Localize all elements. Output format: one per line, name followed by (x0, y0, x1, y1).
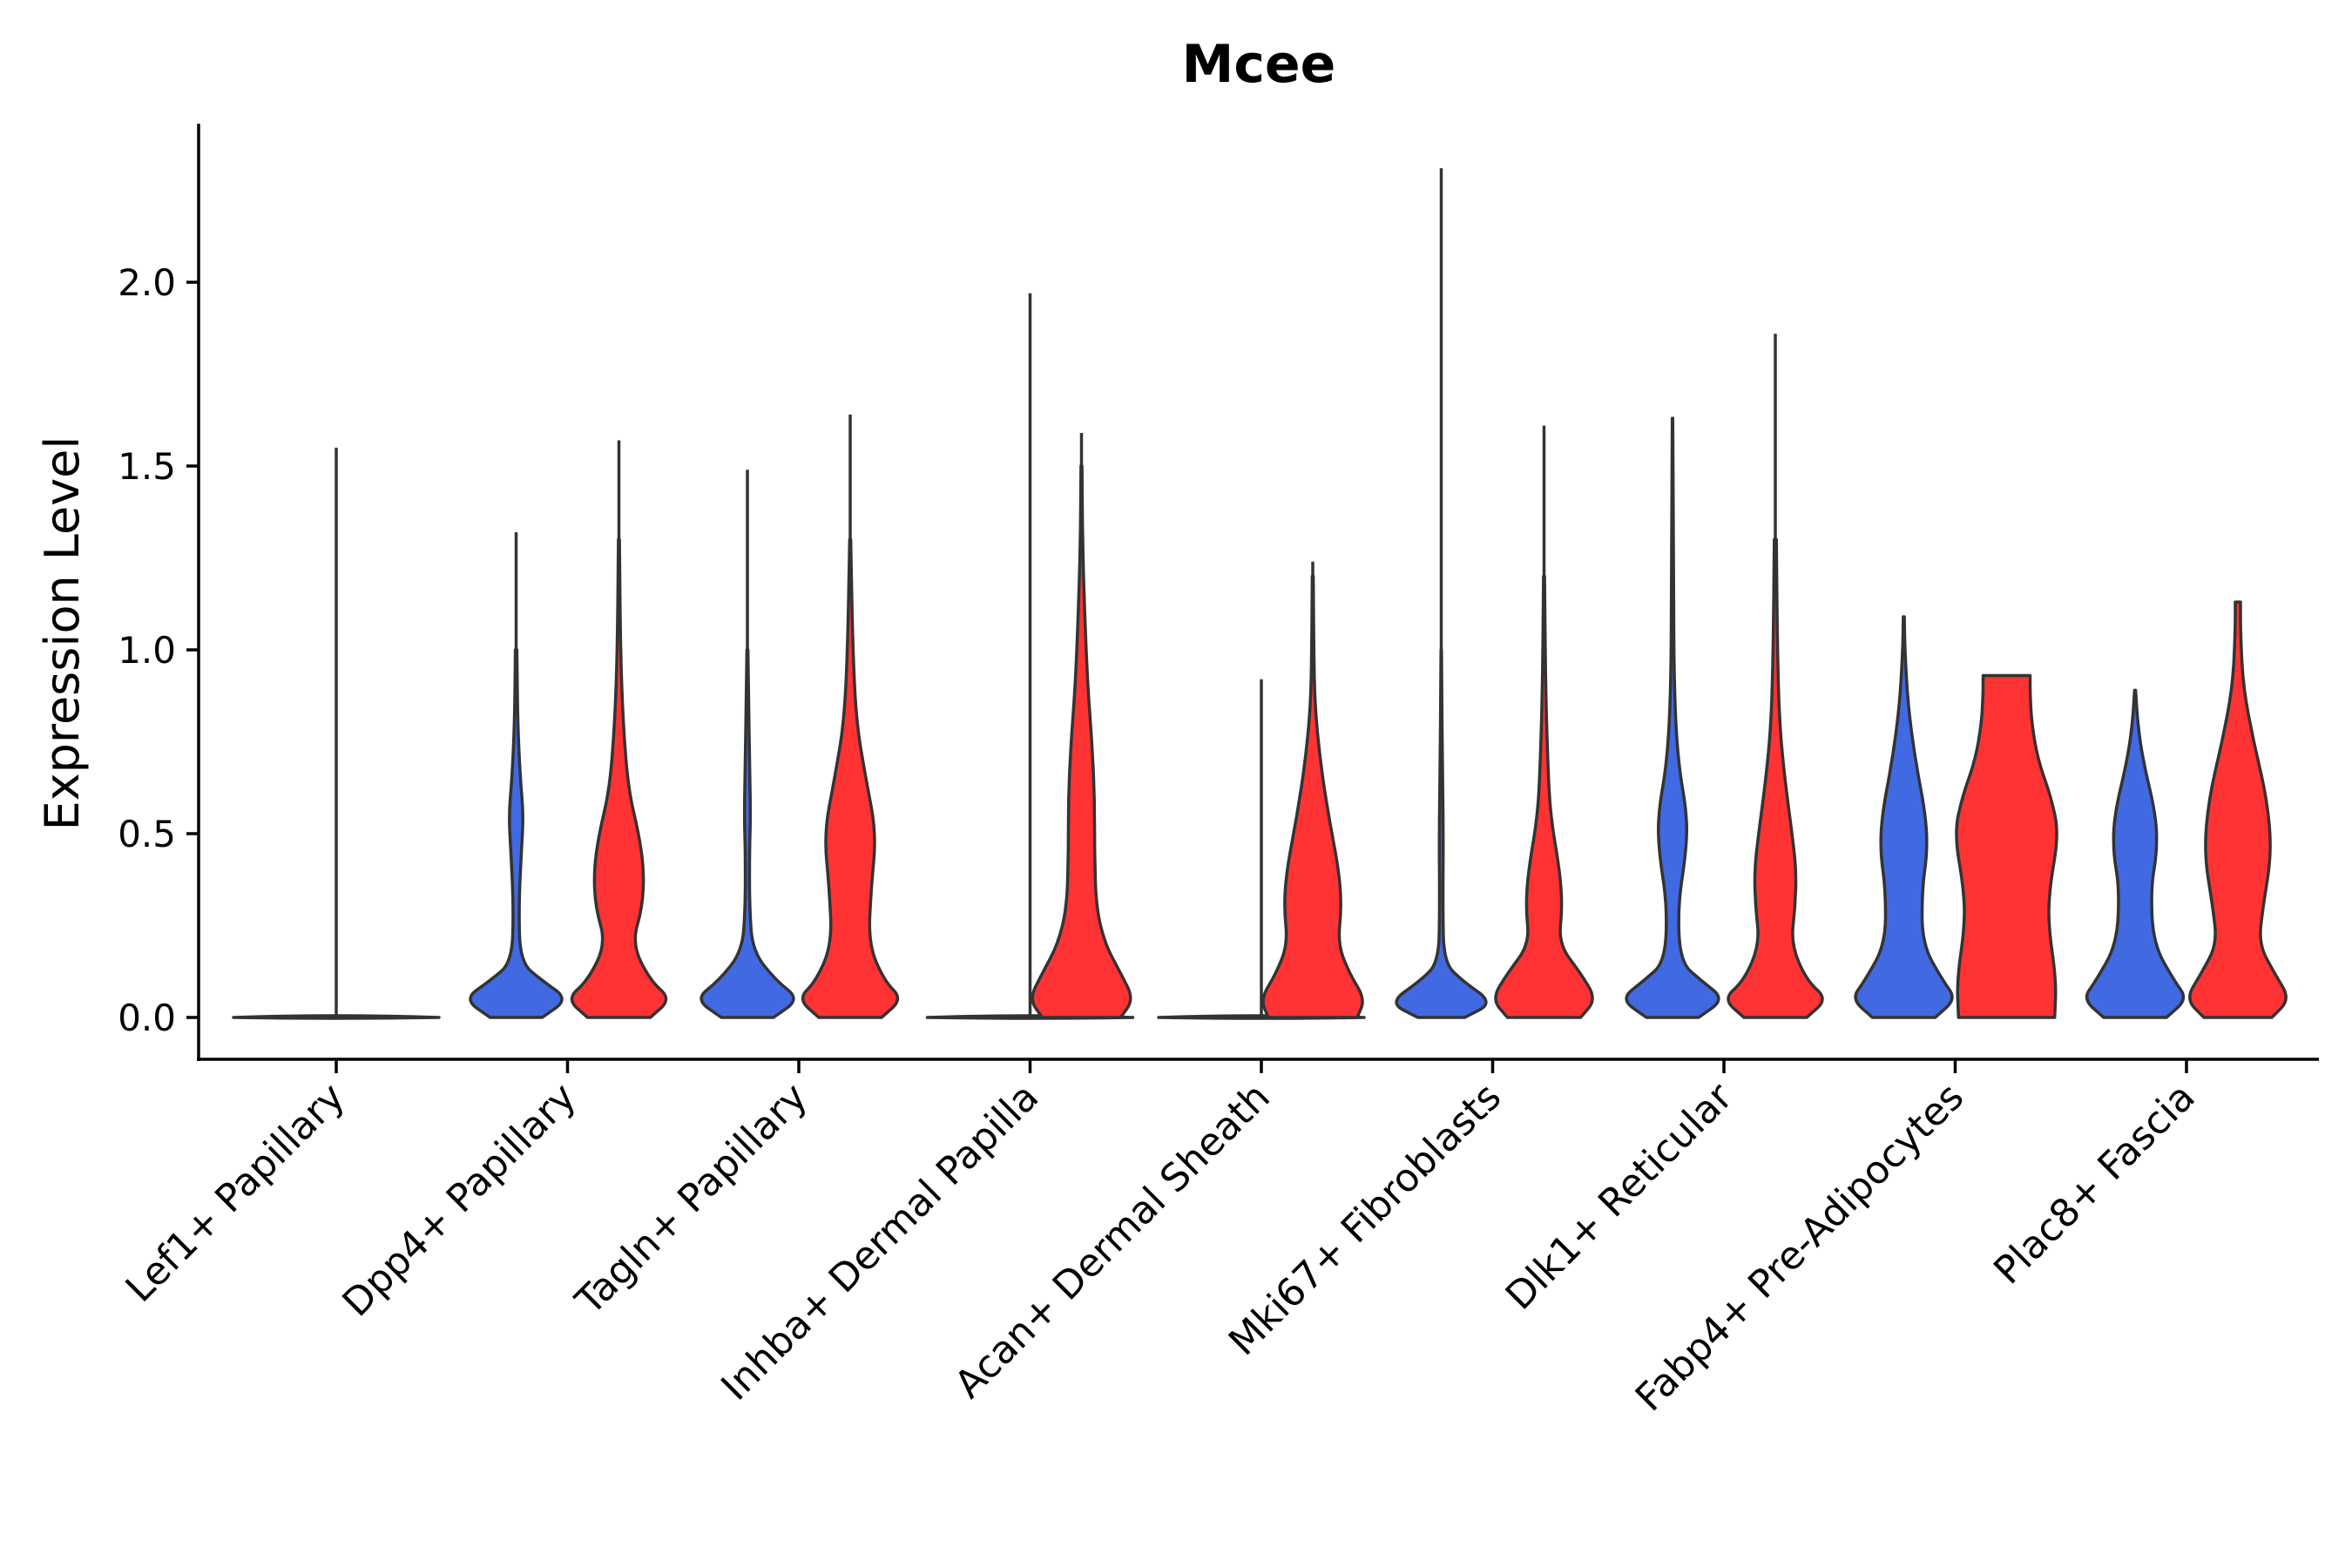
violin-red (801, 537, 900, 1019)
violin-red (570, 537, 668, 1019)
y-axis-label: Expression Level (35, 436, 90, 831)
violin-red (1031, 464, 1132, 1019)
violin-red (1955, 673, 2058, 1019)
chart-title: Mcee (1182, 34, 1336, 95)
violin-red (1494, 574, 1594, 1019)
violin-red (1727, 537, 1824, 1019)
violin-red (1261, 574, 1364, 1019)
y-tick-label: 0.0 (118, 997, 176, 1039)
x-tick-label: Tagln+ Papillary (567, 1075, 816, 1324)
violin-blue (1854, 615, 1954, 1019)
violin-blue (2085, 688, 2186, 1019)
y-tick-label: 1.0 (118, 629, 176, 672)
y-tick-label: 1.5 (118, 445, 176, 488)
y-tick-label: 0.5 (118, 813, 176, 855)
violin-blue (1625, 416, 1720, 1019)
x-tick-label: Plac8+ Fascia (1985, 1075, 2204, 1294)
x-tick-label: Dpp4+ Papillary (335, 1075, 585, 1326)
x-tick-label: Dlk1+ Reticular (1497, 1074, 1742, 1319)
y-tick-label: 2.0 (118, 261, 176, 304)
violin-blue (700, 648, 795, 1019)
violin-red (2188, 600, 2288, 1019)
violin-blue (469, 648, 564, 1019)
y-axis-ticks: 0.0 0.5 1.0 1.5 2.0 (118, 261, 199, 1039)
x-tick-label: Lef1+ Papillary (118, 1075, 354, 1311)
violin-blue (1395, 648, 1488, 1019)
plot-area (232, 168, 2288, 1020)
